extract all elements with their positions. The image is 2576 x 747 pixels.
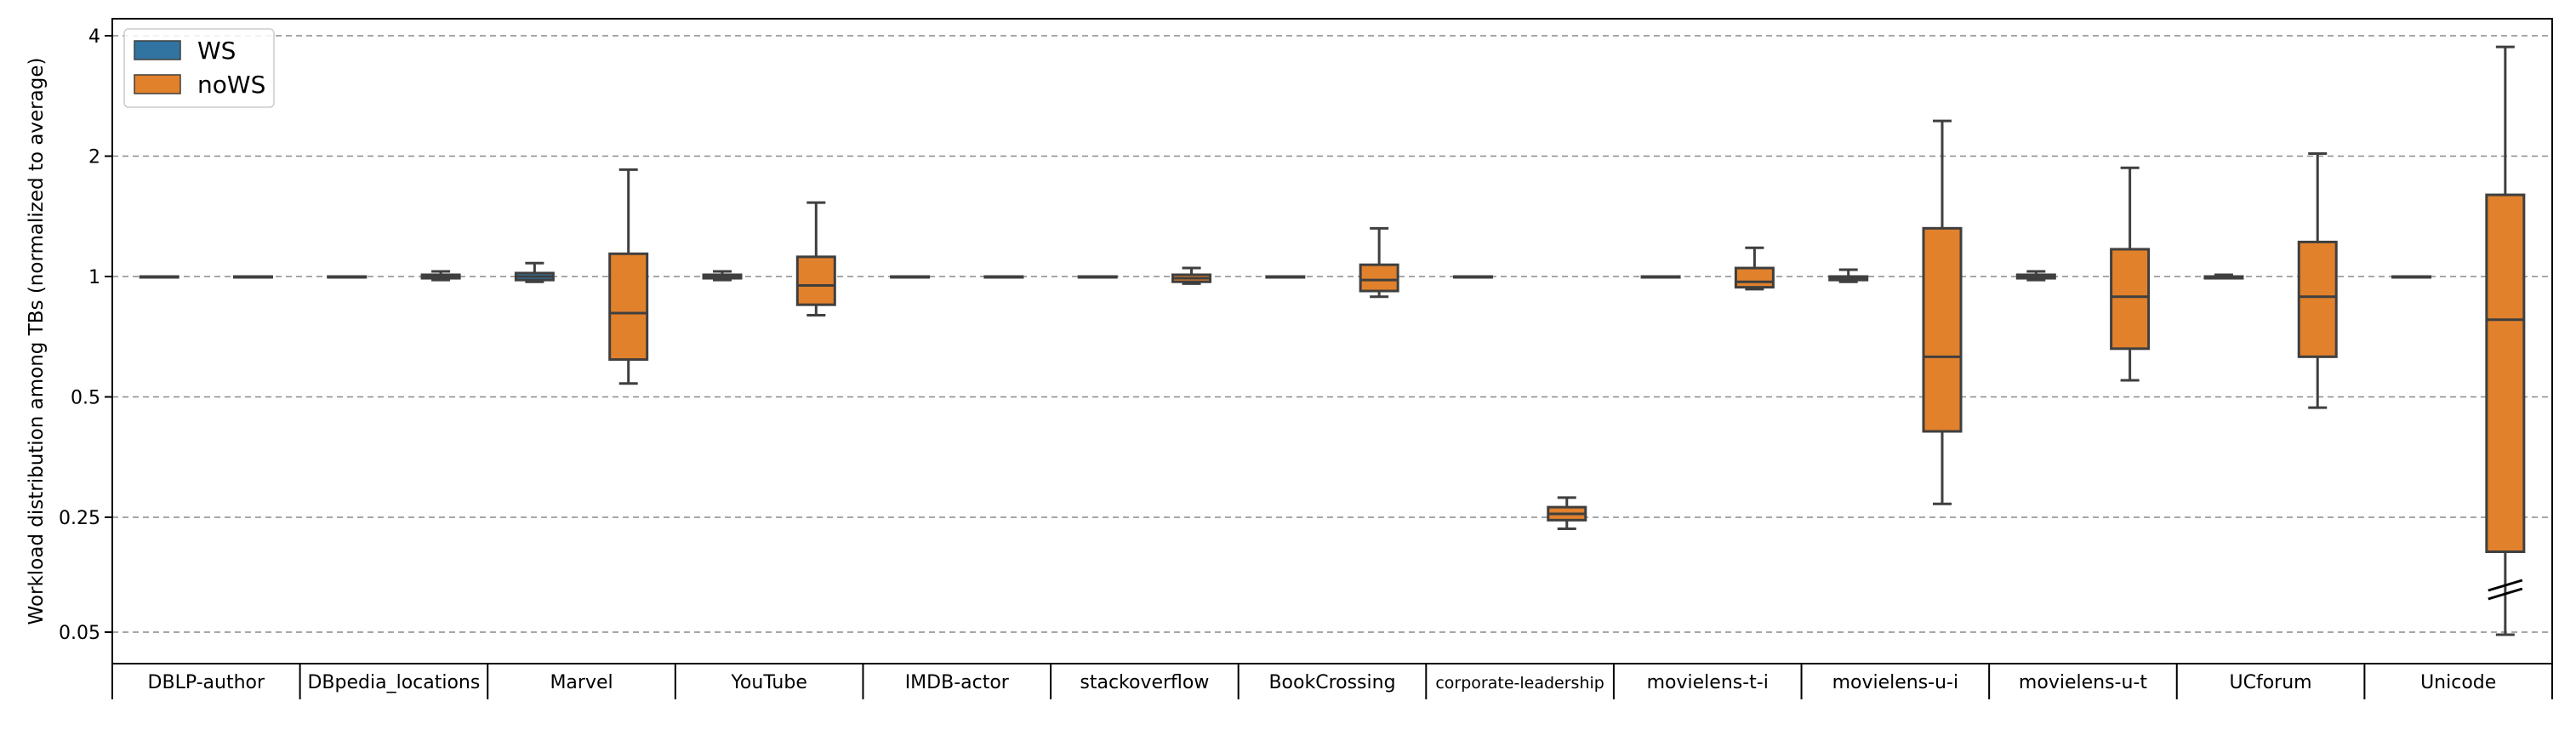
- break-slash-1: [2488, 579, 2523, 592]
- y-tick-label-4: 2: [88, 147, 100, 168]
- category-label-10: movielens-u-t: [2019, 672, 2147, 693]
- plot-frame: [111, 18, 2553, 664]
- box-nows-9: [1922, 119, 1963, 505]
- legend: WS noWS: [123, 28, 275, 108]
- axis-break-mark: [2488, 579, 2523, 601]
- box-nows-2: [608, 168, 649, 385]
- x-category-axis: DBLP-author DBpedia_locations Marvel YouTub…: [111, 663, 2553, 699]
- box-nows-7: [1547, 496, 1587, 530]
- category-label-11: UCforum: [2230, 672, 2312, 693]
- legend-swatch-nows: [134, 74, 181, 94]
- category-label-5: stackoverflow: [1080, 672, 1209, 693]
- category-label-1: DBpedia_locations: [307, 672, 480, 693]
- y-tick-label-0: 0.05: [59, 623, 100, 644]
- iqr-box: [2297, 240, 2338, 358]
- category-label-2: Marvel: [550, 672, 613, 693]
- y-axis-label: Workload distribution among TBs (normali…: [26, 58, 48, 625]
- iqr-box: [1359, 263, 1399, 293]
- box-nows-8: [1734, 246, 1775, 291]
- iqr-box: [608, 252, 649, 362]
- box-nows-12: [2485, 45, 2526, 636]
- grid-lines: [112, 35, 2552, 633]
- legend-swatch-ws: [134, 40, 181, 60]
- y-tick-label-2: 0.5: [71, 388, 100, 409]
- y-tick-label-1: 0.25: [59, 508, 100, 529]
- category-label-3: YouTube: [730, 672, 806, 693]
- box-ws-10: [2015, 270, 2056, 282]
- iqr-box: [795, 255, 836, 306]
- iqr-box: [1922, 226, 1963, 433]
- category-label-9: movielens-u-i: [1832, 672, 1959, 693]
- iqr-box: [1734, 266, 1775, 289]
- y-tick-label-3: 1: [88, 267, 100, 288]
- category-label-4: IMDB-actor: [905, 672, 1010, 693]
- break-slash-2: [2488, 587, 2523, 601]
- box-nows-5: [1171, 266, 1212, 285]
- category-label-8: movielens-t-i: [1647, 672, 1769, 693]
- box-nows-11: [2297, 151, 2338, 409]
- category-label-0: DBLP-author: [148, 672, 265, 693]
- box-ws-3: [702, 270, 743, 282]
- iqr-box: [2485, 193, 2526, 553]
- box-ws-11: [2203, 273, 2244, 280]
- category-label-7: corporate-leadership: [1435, 674, 1604, 693]
- category-label-6: BookCrossing: [1268, 672, 1395, 693]
- box-series: [139, 45, 2526, 636]
- iqr-box: [2110, 248, 2151, 351]
- box-nows-6: [1359, 226, 1399, 299]
- box-ws-9: [1828, 268, 1869, 283]
- legend-label-nows: noWS: [197, 71, 265, 99]
- legend-label-ws: WS: [197, 37, 236, 65]
- box-nows-3: [795, 201, 836, 317]
- category-label-12: Unicode: [2420, 672, 2496, 693]
- box-ws-2: [514, 261, 555, 283]
- y-ticks: 0.05 0.25 0.5 1 2 4: [59, 26, 112, 644]
- y-tick-label-5: 4: [88, 26, 100, 48]
- box-nows-1: [420, 270, 461, 282]
- box-nows-10: [2110, 166, 2151, 382]
